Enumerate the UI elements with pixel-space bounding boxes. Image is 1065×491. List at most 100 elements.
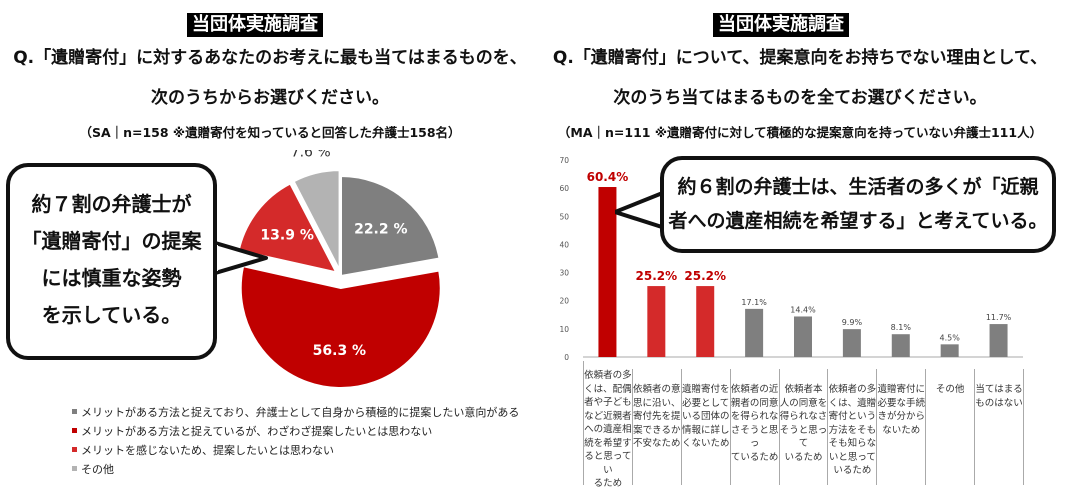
- x-category-line: など近親者: [584, 410, 632, 422]
- left-sample-note: （SA｜n=158 ※遺贈寄付を知っていると回答した弁護士158名）: [79, 125, 461, 140]
- x-category-line: いるため: [833, 465, 872, 476]
- x-category-line: くは、配偶: [584, 383, 632, 395]
- right-sample-note: （MA｜n=111 ※遺贈寄付に対して積極的な提案意向を持っていない弁護士111…: [557, 125, 1043, 140]
- pie-slice: [239, 264, 442, 389]
- x-category-line: 人の同意を: [779, 397, 828, 409]
- bar-value-label: 14.4%: [790, 305, 816, 314]
- x-category-line: 必要な手続: [877, 397, 926, 409]
- left-callout-line: を示している。: [41, 303, 182, 327]
- pie-slice: [292, 169, 341, 271]
- bar: [842, 329, 861, 357]
- left-question-line2: 次のうちからお選びください。: [151, 88, 389, 108]
- pie-slice: [340, 174, 441, 278]
- x-category-label: 遺贈寄付を 必要として いる団体の 情報に詳し くないため: [682, 369, 731, 485]
- x-category-line: 寄付という: [828, 411, 877, 422]
- y-tick-label: 0: [564, 353, 569, 360]
- legend-label: メリットを感じないため、提案したいとは思わない: [81, 443, 334, 457]
- legend-swatch: [72, 447, 77, 452]
- x-category-line: 案できるか: [633, 424, 681, 436]
- legend-label: メリットがある方法と捉えているが、わざわざ提案したいとは思わない: [81, 424, 433, 438]
- right-question-line2: 次のうち当てはまるものを全てお選びください。: [613, 88, 987, 108]
- right-question-line1: Q.「遺贈寄付」について、提案意向をお持ちでない理由として、: [552, 48, 1048, 68]
- x-category-line: 得られなさ: [779, 411, 828, 422]
- x-category-line: 続を希望す: [584, 437, 632, 449]
- x-category-line: ているため: [730, 451, 779, 463]
- y-tick-label: 30: [559, 269, 569, 278]
- x-category-line: そも知らな: [828, 438, 877, 449]
- left-callout-line: には慎重な姿勢: [41, 266, 182, 290]
- bar: [745, 308, 764, 357]
- bar-value-label: 60.4%: [587, 170, 629, 184]
- bar-value-label: 11.7%: [986, 313, 1012, 322]
- x-category-line: 依頼者の近: [730, 384, 779, 395]
- x-category-line: いる団体の: [681, 411, 730, 422]
- x-category-line: るため: [593, 478, 623, 489]
- legend-item: メリットがある方法と捉えているが、わざわざ提案したいとは思わない: [72, 421, 519, 440]
- x-category-line: くないため: [681, 438, 730, 449]
- x-category-line: くは、遺贈: [828, 397, 877, 409]
- bar-value-label: 25.2%: [636, 269, 678, 283]
- x-category-line: への遺産相: [584, 424, 632, 435]
- right-callout-bubble: [660, 156, 1056, 253]
- x-category-line: その他: [935, 384, 965, 395]
- legend-label: メリットがある方法と捉えており、弁護士として自身から積極的に提案したい意向がある: [81, 405, 520, 419]
- bar-value-label: 4.5%: [940, 333, 961, 342]
- x-category-line: いと思って: [828, 451, 876, 463]
- left-question-line1: Q.「遺贈寄付」に対するあなたのお考えに最も当てはまるものを、: [13, 48, 527, 68]
- bar-value-label: 17.1%: [741, 298, 767, 307]
- right-callout-line: 約６割の弁護士は、生活者の多くが「近親: [677, 176, 1039, 198]
- x-category-line: 依頼者本: [784, 384, 823, 395]
- bar-value-label: 9.9%: [842, 318, 863, 327]
- left-survey-tag: 当団体実施調査: [187, 13, 323, 37]
- x-category-line: 者や子ども: [584, 397, 632, 408]
- x-category-line: ると思ってい: [584, 451, 632, 476]
- bar-value-label: 8.1%: [891, 323, 912, 332]
- y-tick-label: 40: [559, 240, 569, 249]
- x-category-line: 思に沿い、: [633, 397, 681, 409]
- bar: [940, 344, 959, 357]
- pie-slice: [237, 182, 339, 274]
- y-tick-label: 20: [559, 297, 569, 306]
- y-tick-label: 50: [559, 212, 569, 221]
- x-category-label: 依頼者の多くは、遺贈寄付という方法をそもそも知らないと思っているため: [828, 369, 878, 485]
- y-tick-label: 70: [559, 156, 569, 165]
- legend-swatch: [72, 409, 77, 414]
- x-category-line: 情報に詳し: [681, 424, 730, 436]
- x-category-line: 遺贈寄付を: [681, 384, 730, 395]
- left-callout-text: 約７割の弁護士が 「遺贈寄付」の提案 には慎重な姿勢 を示している。: [6, 186, 217, 334]
- x-category-line: 依頼者の意: [633, 384, 681, 395]
- x-category-line: 依頼者の多: [584, 370, 632, 381]
- legend-item: メリットを感じないため、提案したいとは思わない: [72, 440, 519, 459]
- x-category-label: 遺贈寄付に 必要な手続 きが分から ないため: [877, 369, 927, 485]
- x-category-line: 方法をそも: [828, 424, 877, 436]
- x-category-line: そうと思って: [779, 424, 828, 450]
- x-category-line: 寄付先を提: [633, 411, 681, 422]
- left-callout-bubble: [6, 163, 217, 360]
- x-category-label: 依頼者の近 親者の同意 を得られな さそうと思っ ているため: [731, 369, 780, 485]
- pie-legend: メリットがある方法と捉えており、弁護士として自身から積極的に提案したい意向がある…: [72, 402, 519, 478]
- bar-value-label: 25.2%: [684, 269, 726, 283]
- bar-chart: 0 10 20 30 40 50 60 70 60.4% 25.2% 25.2% 17.1% 14.4%…: [559, 156, 1023, 360]
- legend-swatch: [72, 466, 77, 471]
- bar: [989, 324, 1008, 357]
- x-category-label: 当てはまる ものはない: [975, 369, 1024, 485]
- bar: [794, 316, 812, 357]
- x-category-line: ないため: [882, 424, 921, 436]
- pie-slice-label: 22.2 %: [354, 221, 407, 237]
- y-tick-label: 10: [559, 325, 569, 334]
- right-survey-tag: 当団体実施調査: [713, 13, 849, 37]
- legend-label: その他: [81, 462, 114, 476]
- legend-item: メリットがある方法と捉えており、弁護士として自身から積極的に提案したい意向がある: [72, 402, 519, 421]
- x-category-line: 依頼者の多: [828, 384, 877, 395]
- x-category-line: さそうと思っ: [730, 424, 779, 450]
- x-category-label: 依頼者本 人の同意を 得られなさ そうと思って いるため: [780, 369, 829, 485]
- pie-slice-label: 7.6 %: [291, 150, 331, 161]
- legend-swatch: [72, 428, 77, 433]
- pie-slice-label: 56.3 %: [313, 343, 366, 359]
- left-callout-pointer: [212, 240, 268, 276]
- x-category-line: 親者の同意: [730, 397, 779, 409]
- y-tick-label: 60: [559, 184, 569, 193]
- x-category-line: 遺贈寄付に: [877, 384, 926, 395]
- right-callout-text: 約６割の弁護士は、生活者の多くが「近親 者への遺産相続を希望する」と考えている。: [660, 170, 1056, 238]
- left-callout-line: 約７割の弁護士が: [31, 192, 192, 216]
